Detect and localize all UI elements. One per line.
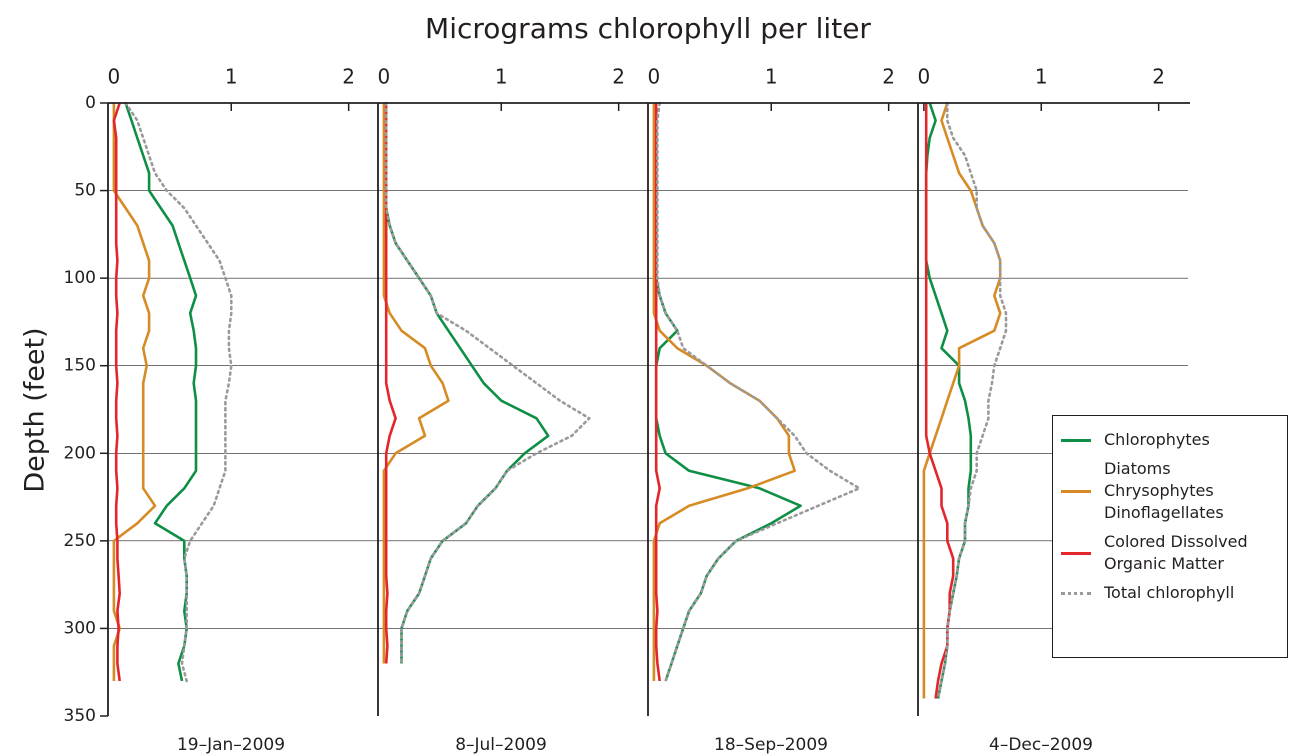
legend-entry: Total chlorophyll — [1053, 582, 1287, 604]
legend-label: Colored Dissolved Organic Matter — [1104, 532, 1248, 573]
legend-label: Total chlorophyll — [1104, 583, 1235, 602]
series-line — [384, 103, 397, 664]
series-line — [112, 102, 121, 682]
series-line — [922, 102, 1002, 699]
x-tick-label: 0 — [378, 65, 391, 89]
x-tick-label: 2 — [612, 65, 625, 89]
y-tick-label: 0 — [85, 93, 96, 113]
series-line — [384, 103, 550, 664]
series-line — [112, 103, 157, 681]
x-tick-label: 0 — [108, 65, 121, 89]
legend-entry: Chlorophytes — [1053, 429, 1287, 451]
x-tick-label: 2 — [342, 65, 355, 89]
panel-date: 19–Jan–2009 — [177, 735, 285, 755]
legend-swatch — [1061, 489, 1091, 493]
legend-swatch — [1061, 551, 1091, 555]
series-line — [654, 103, 802, 682]
x-tick-label: 1 — [1035, 65, 1048, 89]
series-line — [382, 103, 450, 664]
series-line — [924, 103, 955, 699]
panel-date: 18–Sep–2009 — [714, 735, 828, 755]
legend-label: Diatoms Chrysophytes Dinoflagellates — [1104, 459, 1224, 522]
legend-label: Chlorophytes — [1104, 430, 1210, 449]
x-tick-label: 2 — [882, 65, 895, 89]
series-line — [652, 103, 796, 681]
legend-swatch — [1061, 438, 1091, 442]
y-tick-label: 100 — [64, 268, 96, 288]
y-tick-label: 50 — [74, 181, 96, 201]
x-tick-label: 1 — [495, 65, 508, 89]
legend-swatch — [1061, 591, 1091, 595]
series-line — [124, 101, 233, 683]
legend-entry: Colored Dissolved Organic Matter — [1053, 531, 1287, 575]
legend-entry: Diatoms Chrysophytes Dinoflagellates — [1053, 458, 1287, 524]
chart-title: Micrograms chlorophyll per liter — [425, 12, 871, 45]
y-axis-label: Depth (feet) — [20, 327, 51, 492]
y-tick-label: 250 — [64, 531, 96, 551]
series-line — [936, 101, 1008, 700]
series-line — [124, 102, 198, 682]
panel-date: 8–Jul–2009 — [455, 735, 547, 755]
panel-date: 4–Dec–2009 — [989, 735, 1093, 755]
y-tick-label: 350 — [64, 706, 96, 726]
y-tick-label: 200 — [64, 443, 96, 463]
y-tick-label: 150 — [64, 356, 96, 376]
y-tick-label: 300 — [64, 618, 96, 638]
series-line — [656, 101, 861, 683]
x-tick-label: 2 — [1152, 65, 1165, 89]
x-tick-label: 1 — [225, 65, 238, 89]
x-tick-label: 1 — [765, 65, 778, 89]
x-tick-label: 0 — [648, 65, 661, 89]
series-line — [384, 101, 591, 665]
legend: Chlorophytes Diatoms Chrysophytes Dinofla… — [1052, 415, 1288, 658]
x-tick-label: 0 — [918, 65, 931, 89]
